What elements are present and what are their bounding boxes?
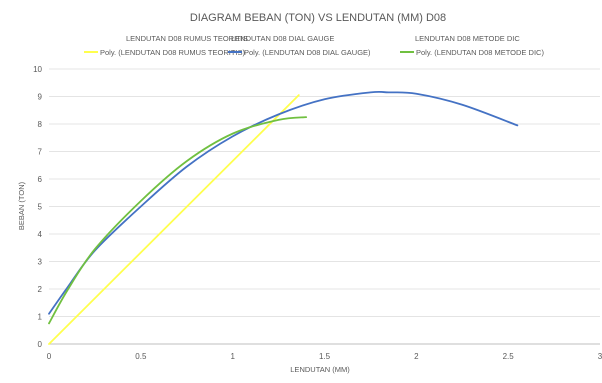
series-line-poly-theoretical	[48, 94, 300, 345]
x-tick-label: 3	[598, 352, 602, 361]
series-line-poly-dic	[48, 116, 308, 325]
y-tick-label: 9	[38, 93, 43, 102]
y-tick-label: 0	[38, 340, 43, 349]
y-tick-label: 10	[33, 65, 42, 74]
series-line-poly-dial-gauge	[48, 90, 519, 315]
y-tick-label: 7	[38, 148, 43, 157]
x-tick-label: 2.5	[503, 352, 515, 361]
legend-label-poly-theoretical: Poly. (LENDUTAN D08 RUMUS TEORITIS)	[100, 48, 246, 57]
y-axis: 0 1 2 3 4 5 6 7 8 9 10	[33, 65, 42, 349]
x-axis: 0 0.5 1 1.5 2 2.5 3	[47, 352, 602, 361]
y-tick-label: 6	[38, 175, 43, 184]
legend-label-theoretical: LENDUTAN D08 RUMUS TEORITIS	[126, 34, 248, 43]
y-axis-label: BEBAN (TON)	[17, 181, 26, 230]
legend-label-dic: LENDUTAN D08 METODE DIC	[415, 34, 520, 43]
y-tick-label: 3	[38, 258, 43, 267]
legend-label-poly-dial-gauge: Poly. (LENDUTAN D08 DIAL GAUGE)	[244, 48, 371, 57]
y-tick-label: 5	[38, 203, 43, 212]
x-axis-label: LENDUTAN (MM)	[290, 365, 350, 374]
y-tick-label: 2	[38, 285, 43, 294]
x-tick-label: 0.5	[135, 352, 147, 361]
y-tick-label: 1	[38, 313, 43, 322]
series-lines	[48, 90, 519, 345]
gridlines	[49, 68, 600, 345]
x-tick-label: 2	[414, 352, 419, 361]
chart-title: DIAGRAM BEBAN (TON) VS LENDUTAN (MM) D08	[190, 12, 446, 24]
legend: LENDUTAN D08 RUMUS TEORITIS LENDUTAN D08…	[84, 34, 544, 57]
legend-label-dial-gauge: LENDUTAN D08 DIAL GAUGE	[231, 34, 334, 43]
x-tick-label: 0	[47, 352, 52, 361]
y-tick-label: 4	[38, 230, 43, 239]
legend-label-poly-dic: Poly. (LENDUTAN D08 METODE DIC)	[416, 48, 544, 57]
x-tick-label: 1	[230, 352, 235, 361]
x-tick-label: 1.5	[319, 352, 331, 361]
y-tick-label: 8	[38, 120, 43, 129]
